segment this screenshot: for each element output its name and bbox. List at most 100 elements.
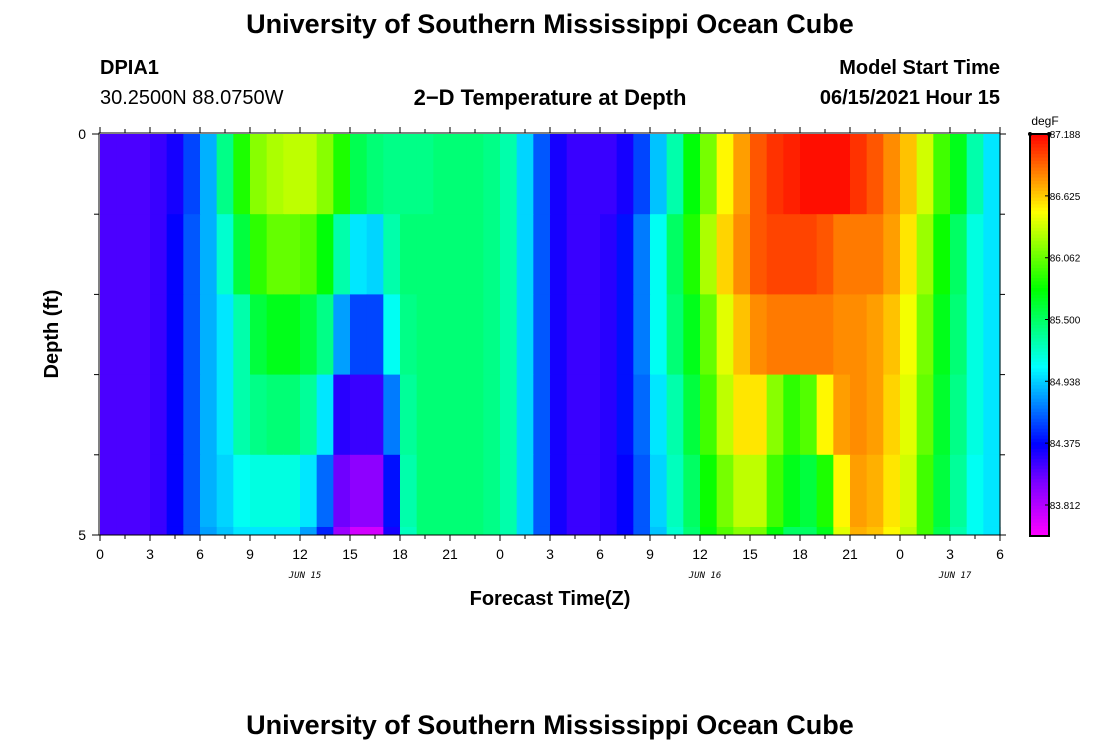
heat-cell	[616, 134, 634, 215]
heat-cell	[166, 214, 184, 295]
colorbar-segment	[1030, 251, 1049, 256]
heat-cell	[466, 294, 484, 375]
heat-cell	[766, 454, 784, 536]
heat-cell	[533, 526, 551, 536]
heat-cell	[783, 374, 801, 456]
heat-cell	[883, 294, 901, 375]
heat-cell	[600, 454, 618, 536]
heat-cell	[133, 526, 151, 536]
heat-cell	[116, 134, 134, 215]
heat-cell	[616, 526, 634, 536]
heat-cell	[900, 454, 918, 536]
heat-cell	[983, 454, 1001, 536]
heat-cell	[750, 214, 768, 295]
heat-cell	[300, 294, 318, 375]
heat-cell	[650, 374, 668, 456]
colorbar-segment	[1030, 341, 1049, 346]
colorbar-segment	[1030, 405, 1049, 410]
heat-cell	[883, 526, 901, 536]
heat-cell	[583, 294, 601, 375]
heat-cell	[833, 374, 851, 456]
colorbar-segment	[1030, 294, 1049, 299]
heat-cell	[600, 134, 618, 215]
heat-cell	[800, 214, 818, 295]
heat-cell	[350, 374, 368, 456]
heat-cell	[300, 134, 318, 215]
colorbar-segment	[1030, 465, 1049, 470]
heat-cell	[683, 526, 701, 536]
heat-cell	[216, 374, 234, 456]
heat-cell	[283, 526, 301, 536]
heat-cell	[766, 374, 784, 456]
heat-cell	[233, 454, 251, 536]
heat-cell	[416, 526, 434, 536]
heat-cell	[100, 374, 118, 456]
x-tick-label: 6	[596, 546, 604, 562]
colorbar-segment	[1030, 288, 1049, 293]
colorbar-segment	[1030, 338, 1049, 343]
heat-cell	[966, 374, 984, 456]
heat-cell	[400, 454, 418, 536]
heat-cell	[633, 134, 651, 215]
heat-cell	[300, 214, 318, 295]
colorbar-segment	[1030, 140, 1049, 145]
heat-cell	[500, 214, 518, 295]
colorbar-segment	[1030, 351, 1049, 356]
heat-cell	[183, 294, 201, 375]
colorbar-segment	[1030, 522, 1049, 527]
colorbar-segment	[1030, 157, 1049, 162]
colorbar-segment	[1030, 355, 1049, 360]
colorbar-segment	[1030, 274, 1049, 279]
heat-cell	[716, 134, 734, 215]
heat-cell	[816, 294, 834, 375]
colorbar-segment	[1030, 485, 1049, 490]
colorbar-segment	[1030, 211, 1049, 215]
colorbar-segment	[1030, 301, 1049, 306]
x-tick-label: 3	[946, 546, 954, 562]
heat-cell	[383, 374, 401, 456]
heat-cell	[633, 294, 651, 375]
heat-cell	[250, 526, 268, 536]
heat-cell	[800, 134, 818, 215]
colorbar-segment	[1030, 308, 1049, 313]
heat-cell	[816, 214, 834, 295]
heat-cell	[966, 454, 984, 536]
colorbar-segment	[1030, 167, 1049, 172]
heat-cell	[566, 294, 584, 375]
heat-cell	[883, 214, 901, 295]
heat-cell	[416, 214, 434, 295]
colorbar-segment	[1030, 214, 1049, 219]
colorbar-segment	[1030, 505, 1049, 510]
x-tick-label: 15	[742, 546, 758, 562]
heat-cell	[583, 134, 601, 215]
colorbar-segment	[1030, 180, 1049, 185]
heat-cell	[566, 134, 584, 215]
heat-cell	[816, 526, 834, 536]
heat-cell	[616, 374, 634, 456]
heat-cell	[250, 294, 268, 375]
colorbar-segment	[1030, 438, 1049, 443]
heat-cell	[466, 374, 484, 456]
heat-cell	[916, 526, 934, 536]
heat-cell	[333, 526, 351, 536]
colorbar-segment	[1030, 412, 1049, 416]
heat-cell	[566, 526, 584, 536]
heat-cell	[366, 374, 384, 456]
heat-cell	[783, 454, 801, 536]
heat-cell	[866, 454, 884, 536]
colorbar-segment	[1030, 247, 1049, 252]
colorbar-segment	[1030, 241, 1049, 246]
heat-cell	[900, 294, 918, 375]
colorbar-segment	[1030, 134, 1049, 138]
colorbar-segment	[1030, 442, 1049, 447]
heat-cell	[483, 134, 501, 215]
heat-cell	[883, 374, 901, 456]
colorbar-segment	[1030, 177, 1049, 182]
heat-cell	[916, 214, 934, 295]
heat-cell	[366, 454, 384, 536]
colorbar-segment	[1030, 321, 1049, 326]
colorbar-segment	[1030, 170, 1049, 175]
heat-cell	[300, 454, 318, 536]
colorbar-segment	[1030, 261, 1049, 266]
